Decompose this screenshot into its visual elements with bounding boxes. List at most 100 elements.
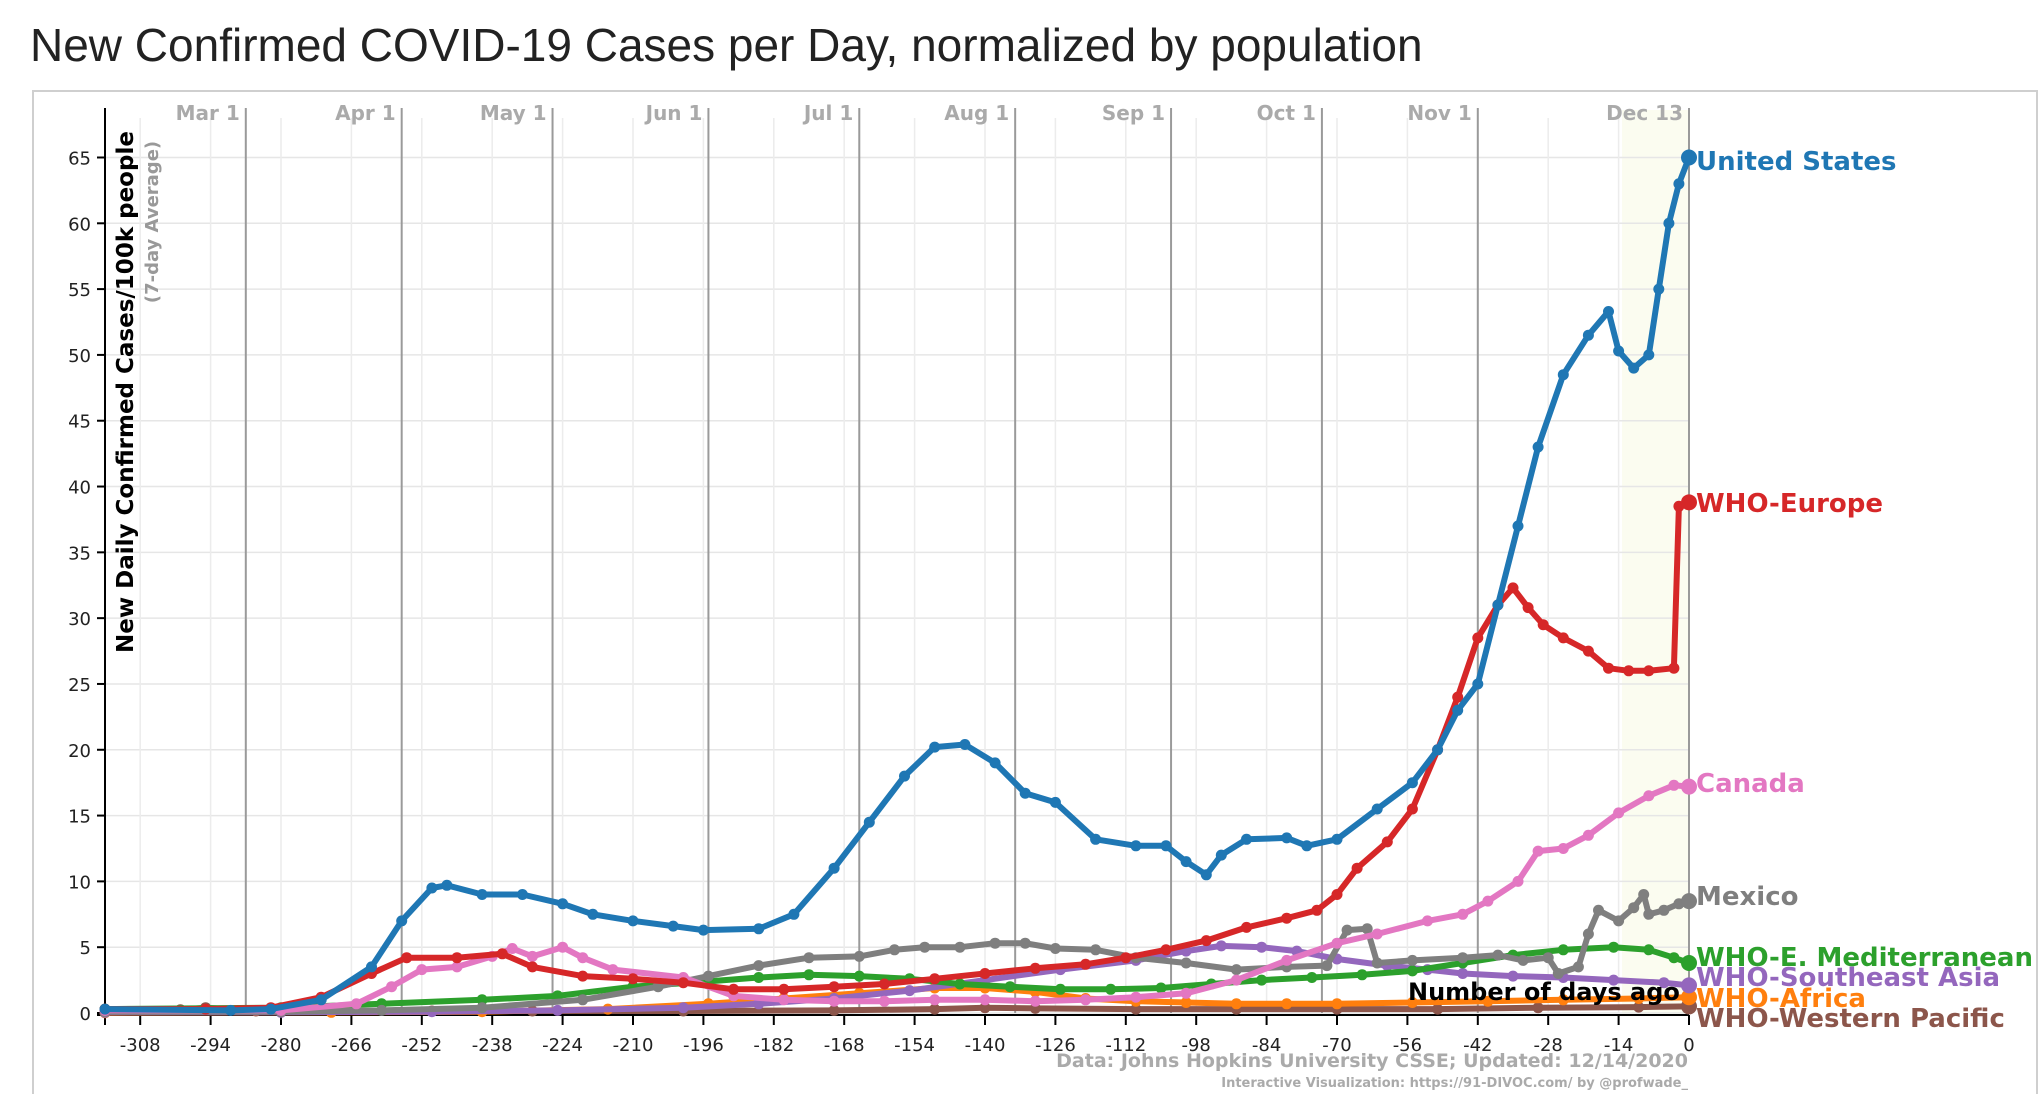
data-point bbox=[396, 915, 408, 927]
data-point bbox=[828, 1004, 840, 1016]
data-point bbox=[1200, 869, 1212, 881]
data-point bbox=[1472, 678, 1484, 690]
series-line bbox=[102, 942, 1692, 1016]
series-labels: United States WHO-Europe Canada Mexico WHO-E… bbox=[1696, 147, 2033, 1034]
data-point bbox=[1643, 790, 1655, 802]
data-point bbox=[1130, 840, 1142, 852]
data-point bbox=[1090, 944, 1102, 956]
data-point bbox=[1331, 998, 1343, 1010]
x-tick-label: -98 bbox=[1181, 1035, 1210, 1056]
data-point bbox=[989, 757, 1001, 769]
data-point bbox=[627, 973, 639, 985]
data-point bbox=[1281, 832, 1293, 844]
data-point bbox=[1406, 954, 1418, 966]
x-tick-label: -266 bbox=[331, 1035, 372, 1056]
data-point bbox=[1638, 889, 1650, 900]
date-marker-label: Nov 1 bbox=[1407, 101, 1471, 125]
data-point bbox=[587, 908, 599, 920]
end-point bbox=[1681, 778, 1697, 795]
data-point bbox=[1160, 840, 1172, 852]
data-point bbox=[607, 964, 619, 976]
x-tick-label: -196 bbox=[683, 1035, 724, 1056]
data-point bbox=[1004, 981, 1016, 993]
y-tick-label: 40 bbox=[68, 478, 91, 499]
data-point bbox=[1507, 970, 1519, 982]
x-tick-label: -168 bbox=[824, 1035, 865, 1056]
data-point bbox=[929, 973, 941, 985]
data-point bbox=[1603, 662, 1614, 674]
data-point bbox=[416, 964, 428, 976]
y-tick-label: 65 bbox=[68, 148, 91, 169]
data-point bbox=[1663, 217, 1675, 229]
data-point bbox=[557, 941, 569, 953]
end-point bbox=[1681, 977, 1697, 994]
data-point bbox=[1090, 833, 1102, 845]
data-point bbox=[853, 950, 865, 962]
data-point bbox=[989, 937, 1001, 949]
data-point bbox=[702, 970, 714, 982]
chart-frame bbox=[32, 90, 2038, 1094]
data-point bbox=[1180, 856, 1192, 868]
data-point bbox=[1331, 937, 1343, 949]
x-tick-label: -280 bbox=[261, 1035, 302, 1056]
page-title: New Confirmed COVID-19 Cases per Day, no… bbox=[30, 19, 1423, 71]
data-point bbox=[1623, 665, 1635, 677]
data-point bbox=[1180, 957, 1192, 969]
data-point bbox=[979, 968, 991, 979]
x-tick-label: 0 bbox=[1683, 1035, 1694, 1056]
y-tick-label: 50 bbox=[68, 346, 91, 367]
data-point bbox=[1080, 958, 1092, 970]
data-point bbox=[1130, 991, 1142, 1003]
data-point bbox=[1582, 829, 1594, 841]
data-point bbox=[1406, 803, 1418, 815]
data-point bbox=[376, 1004, 388, 1016]
data-point bbox=[577, 952, 589, 964]
data-point bbox=[1557, 944, 1569, 956]
date-marker-label: Sep 1 bbox=[1102, 101, 1165, 125]
data-point bbox=[863, 816, 875, 828]
data-point bbox=[1180, 997, 1192, 1008]
data-point bbox=[1019, 937, 1031, 949]
x-tick-label: -252 bbox=[401, 1035, 442, 1056]
y-tick-label: 5 bbox=[80, 938, 91, 959]
data-point bbox=[1452, 704, 1464, 716]
data-point bbox=[899, 770, 910, 782]
data-point bbox=[1582, 928, 1594, 940]
end-point bbox=[1681, 149, 1697, 166]
data-point bbox=[1105, 983, 1117, 995]
data-point bbox=[1658, 904, 1670, 916]
y-tick-label: 60 bbox=[68, 214, 91, 235]
data-point bbox=[265, 1003, 277, 1015]
data-point bbox=[1281, 954, 1293, 966]
data-point bbox=[1653, 283, 1665, 295]
data-point bbox=[1432, 744, 1444, 756]
data-point bbox=[1557, 632, 1569, 644]
data-point bbox=[788, 908, 800, 920]
data-point bbox=[1608, 974, 1620, 986]
data-point bbox=[476, 889, 488, 900]
x-axis-label: Number of days ago bbox=[1408, 978, 1680, 1006]
data-point bbox=[1230, 974, 1242, 986]
series-label: Canada bbox=[1696, 769, 1805, 799]
data-point bbox=[1507, 582, 1519, 594]
data-point bbox=[441, 879, 453, 891]
data-point bbox=[1613, 915, 1625, 927]
y-tick-label: 15 bbox=[68, 807, 91, 828]
data-point bbox=[1241, 833, 1252, 845]
data-point bbox=[1301, 840, 1313, 852]
data-point bbox=[1628, 902, 1640, 914]
data-point bbox=[853, 970, 865, 982]
x-tick-label: -42 bbox=[1463, 1035, 1492, 1056]
data-point bbox=[1422, 915, 1433, 927]
x-tick-label: -70 bbox=[1322, 1035, 1351, 1056]
data-point bbox=[1492, 599, 1504, 611]
data-point bbox=[1557, 369, 1569, 381]
data-point bbox=[904, 985, 916, 997]
data-point bbox=[1628, 362, 1640, 374]
data-point bbox=[1130, 1003, 1142, 1015]
data-point bbox=[99, 1003, 111, 1015]
end-point bbox=[1681, 494, 1697, 511]
end-point bbox=[1681, 954, 1697, 971]
data-point bbox=[1482, 895, 1494, 907]
